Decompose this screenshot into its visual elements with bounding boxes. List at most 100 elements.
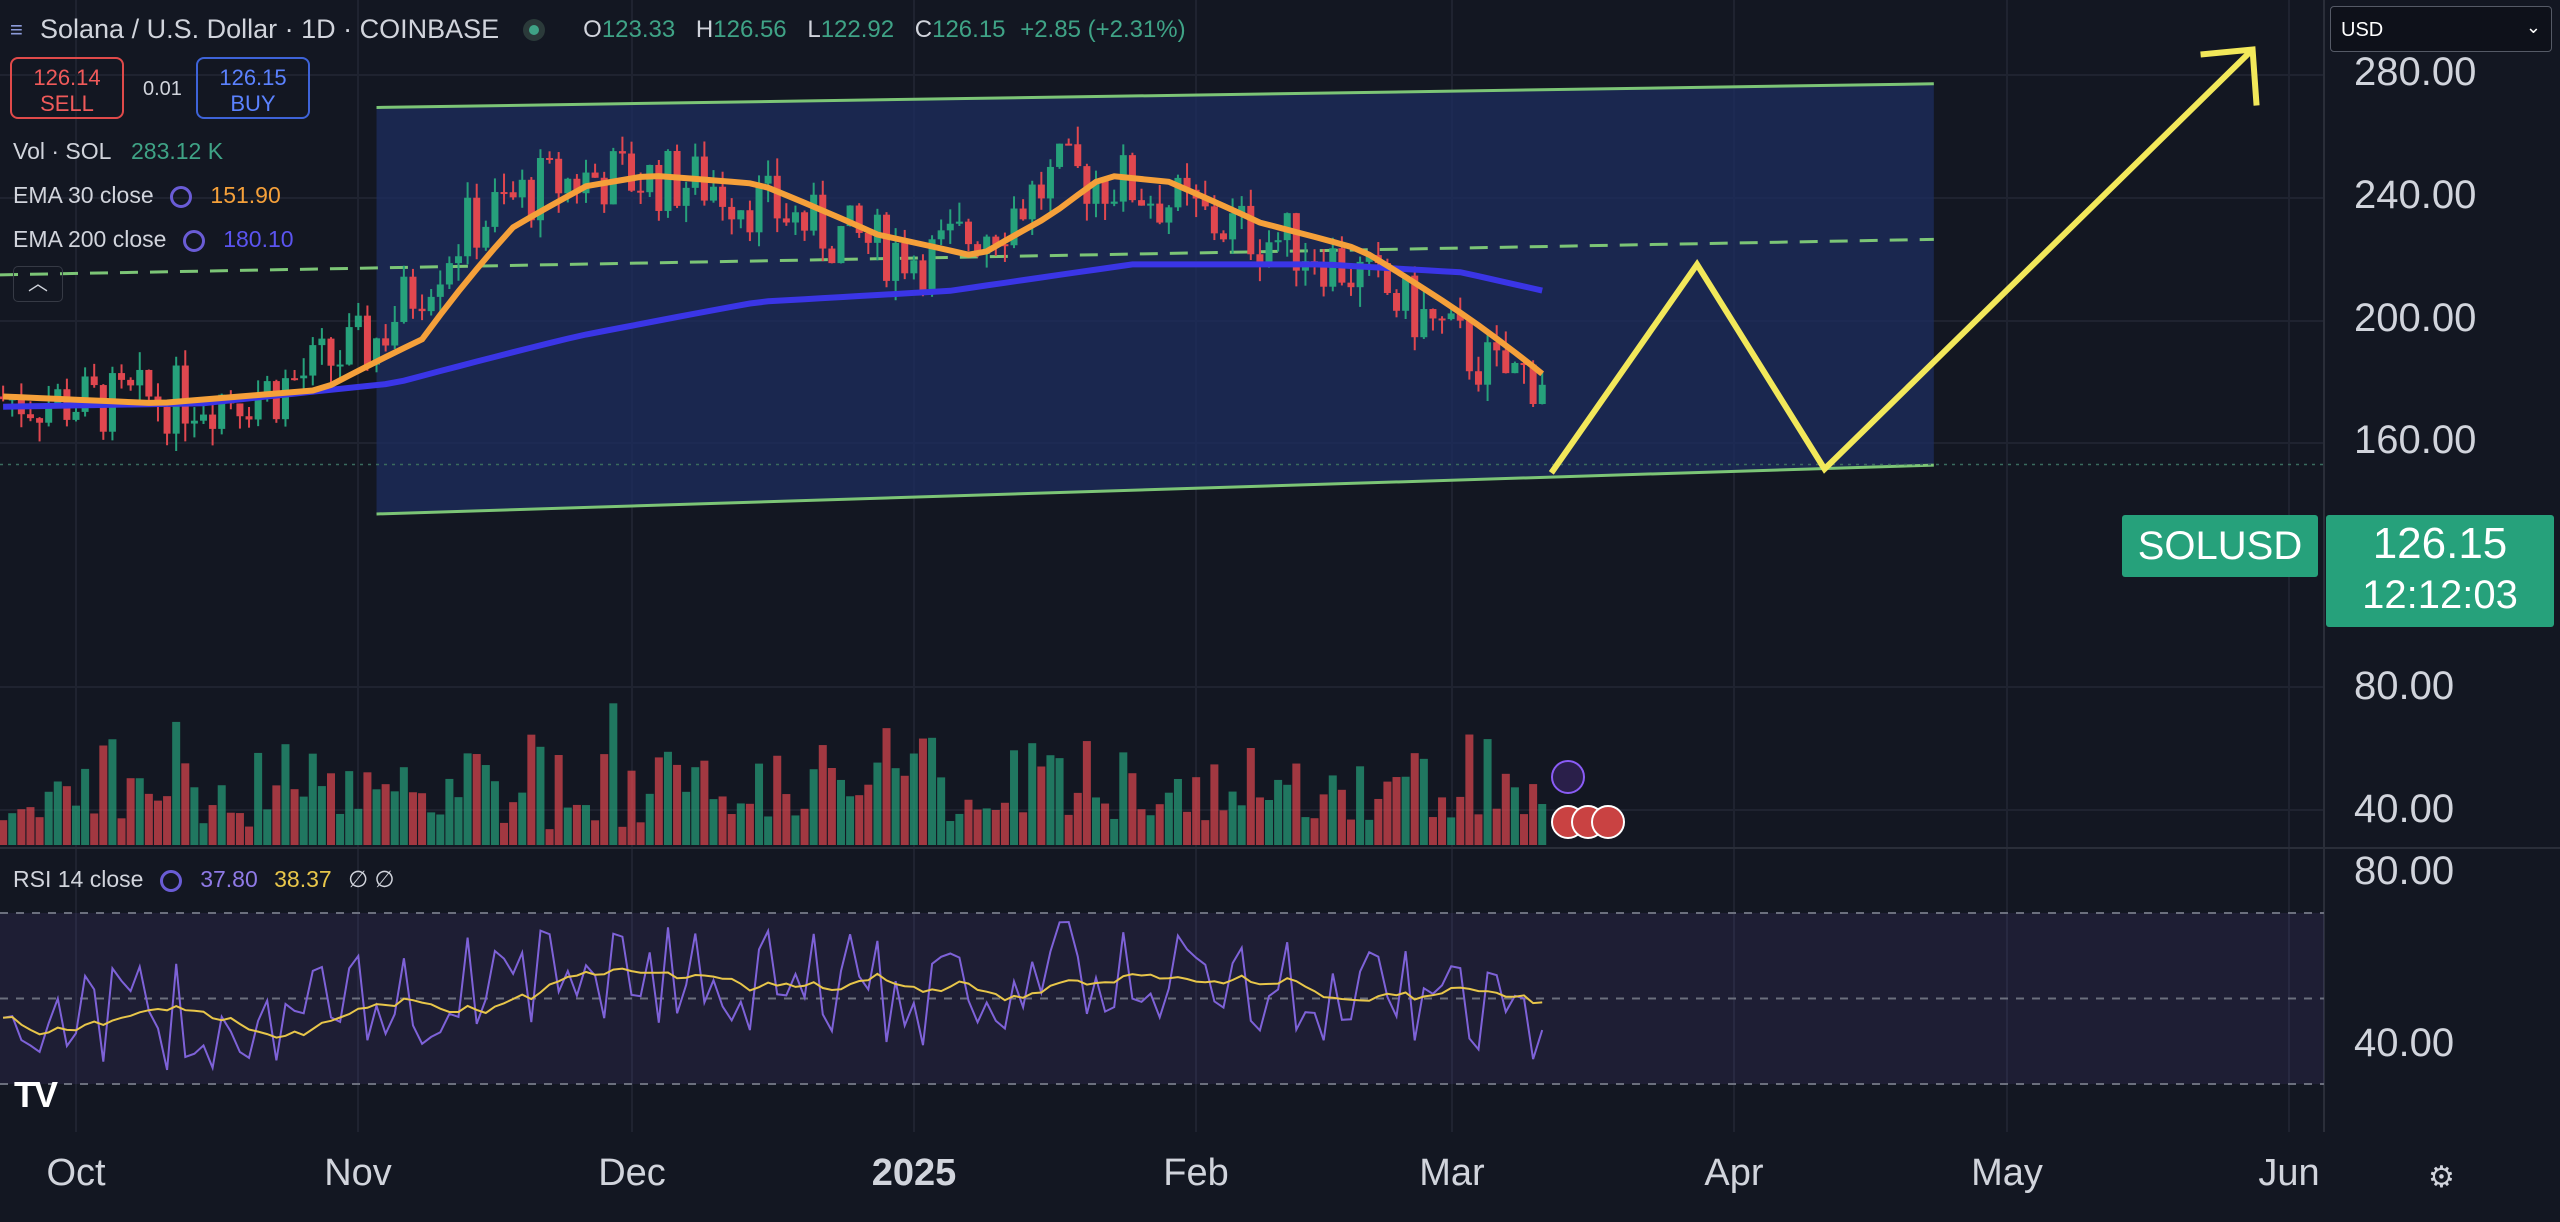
- volume-bar: [846, 796, 855, 845]
- volume-bar: [62, 786, 71, 845]
- volume-bar: [1310, 818, 1319, 845]
- symbol-title[interactable]: Solana / U.S. Dollar · 1D · COINBASE: [40, 14, 500, 44]
- volume-bar: [290, 789, 299, 845]
- currency-select[interactable]: USD ⌄: [2330, 6, 2552, 52]
- volume-bar: [809, 769, 818, 845]
- candle: [1247, 205, 1255, 255]
- candle: [755, 183, 763, 233]
- time-axis-label: Jun: [2258, 1152, 2320, 1194]
- candle: [373, 338, 381, 365]
- candle: [1092, 181, 1100, 204]
- volume-bar: [673, 764, 682, 845]
- time-axis-label: Oct: [46, 1152, 106, 1194]
- volume-bar: [500, 822, 509, 845]
- candle: [628, 153, 636, 191]
- volume-legend[interactable]: Vol · SOL 283.12 K: [13, 138, 223, 165]
- candle: [737, 210, 745, 220]
- candle: [964, 221, 972, 245]
- ema30-line: [2, 173, 1545, 406]
- volume-bar: [1447, 817, 1456, 845]
- volume-bar: [1538, 804, 1547, 845]
- rsi-legend[interactable]: RSI 14 close 37.80 38.37 ∅ ∅: [13, 866, 395, 893]
- candle: [190, 420, 198, 424]
- volume-bar: [427, 812, 436, 845]
- volume-bar: [773, 755, 782, 845]
- projection-drawing: [1548, 46, 2260, 475]
- volume-bar: [818, 745, 827, 845]
- candle: [145, 369, 153, 397]
- time-axis-label: Dec: [598, 1152, 666, 1194]
- candle: [409, 276, 417, 309]
- candle: [1292, 213, 1300, 271]
- volume-bar: [317, 786, 326, 845]
- volume-bar: [372, 789, 381, 845]
- candle: [564, 178, 572, 194]
- volume-bar: [1301, 817, 1310, 845]
- tradingview-logo[interactable]: TV: [14, 1074, 58, 1115]
- volume-bar: [299, 796, 308, 845]
- candle: [1393, 293, 1401, 311]
- candle: [1411, 275, 1419, 338]
- candle: [99, 385, 107, 432]
- candle: [491, 192, 499, 227]
- volume-bar: [745, 803, 754, 845]
- menu-icon[interactable]: ≡: [10, 16, 23, 42]
- volume-bar: [755, 763, 764, 845]
- volume-bar: [827, 767, 836, 845]
- volume-bar: [1228, 791, 1237, 845]
- volume-bar: [354, 808, 363, 845]
- rsi-line: [2, 920, 1544, 1072]
- volume-bar: [163, 796, 172, 845]
- candle: [1383, 263, 1391, 294]
- candle: [1511, 363, 1519, 374]
- candle: [272, 381, 280, 420]
- time-axis-label: Apr: [1704, 1152, 1764, 1194]
- last-price-tag: 126.15 12:12:03: [2326, 515, 2554, 627]
- volume-bar: [1529, 784, 1538, 845]
- candle: [72, 411, 80, 420]
- chevron-down-icon: ⌄: [2525, 17, 2541, 37]
- candle: [1474, 371, 1482, 385]
- candle: [1010, 208, 1018, 246]
- sell-button[interactable]: 126.14 SELL: [10, 57, 124, 119]
- event-icon: [1551, 760, 1585, 794]
- volume-bar: [53, 781, 62, 845]
- ema30-value: 151.90: [210, 182, 281, 208]
- volume-bar: [144, 793, 153, 845]
- volume-label: Vol · SOL: [13, 138, 111, 164]
- candle: [1402, 275, 1410, 311]
- buy-button[interactable]: 126.15 BUY: [196, 57, 310, 119]
- candle: [1201, 198, 1209, 207]
- price-axis-label: 40.00: [2354, 787, 2455, 831]
- volume-bar: [645, 793, 654, 845]
- candle: [509, 192, 517, 198]
- volume-bar: [1456, 796, 1465, 845]
- candle: [1183, 177, 1191, 190]
- candle: [318, 338, 326, 346]
- volume-bar: [8, 813, 17, 845]
- volume-bar: [1365, 819, 1374, 845]
- volume-bar: [937, 777, 946, 845]
- ema30-legend[interactable]: EMA 30 close 151.90: [13, 182, 281, 209]
- volume-bar: [1164, 792, 1173, 845]
- collapse-legend-button[interactable]: ︿: [13, 266, 63, 302]
- ema200-legend[interactable]: EMA 200 close 180.10: [13, 226, 294, 253]
- candle: [664, 150, 672, 211]
- symbol-header[interactable]: ≡ Solana / U.S. Dollar · 1D · COINBASE O…: [10, 14, 1186, 45]
- candle: [382, 338, 390, 346]
- candle: [1001, 244, 1009, 247]
- candle: [1447, 313, 1455, 320]
- candle: [1265, 242, 1273, 263]
- candle: [591, 172, 599, 178]
- gear-icon[interactable]: ⚙: [2428, 1161, 2455, 1194]
- rsi-axis-label: 80.00: [2354, 849, 2455, 893]
- volume-bar: [1183, 811, 1192, 845]
- candle: [1074, 144, 1082, 167]
- volume-bar: [663, 751, 672, 845]
- volume-bar: [399, 767, 408, 845]
- rsi-extra-values: ∅ ∅: [348, 866, 395, 892]
- candle: [1456, 313, 1464, 321]
- volume-bar: [736, 803, 745, 845]
- volume-bar: [618, 826, 627, 845]
